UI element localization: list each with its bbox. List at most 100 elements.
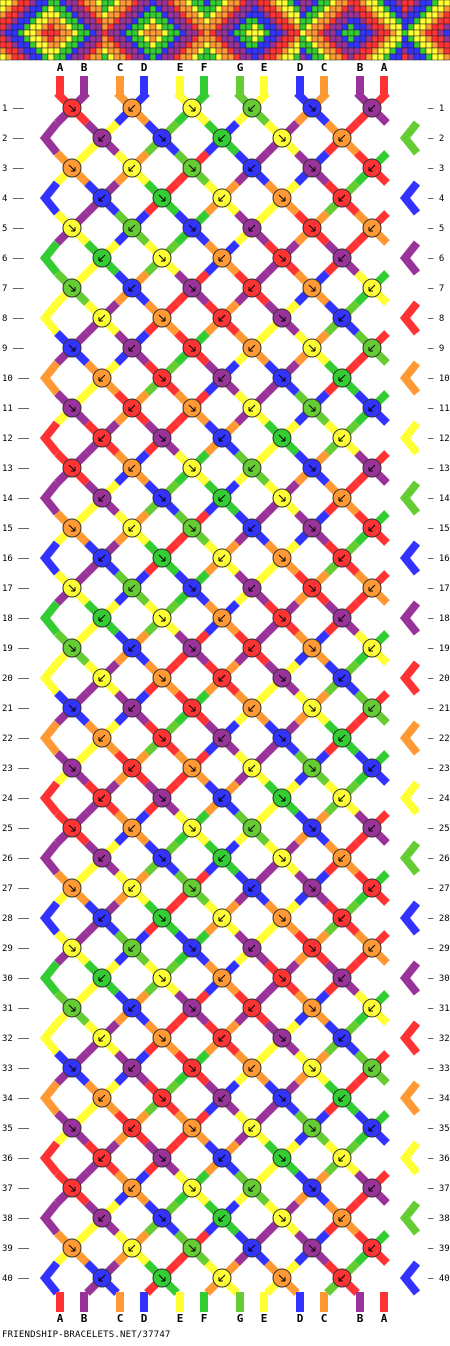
preview-cell xyxy=(35,41,43,49)
string-label-top: C xyxy=(321,61,328,74)
preview-cell xyxy=(83,35,91,43)
knot-arrow-icon xyxy=(338,434,346,442)
preview-cell xyxy=(71,53,79,61)
preview-cell xyxy=(149,35,157,43)
preview-cell xyxy=(269,23,277,31)
preview-cell xyxy=(83,5,91,13)
preview-cell xyxy=(41,29,49,37)
knot-arrow-icon xyxy=(188,284,196,292)
preview-cell xyxy=(215,5,223,13)
row-number-left: 24 —— xyxy=(2,794,30,804)
preview-cell xyxy=(419,17,427,25)
preview-cell xyxy=(419,35,427,43)
preview-cell xyxy=(299,0,307,7)
knot-arrow-icon xyxy=(188,224,196,232)
preview-cell xyxy=(179,47,187,55)
footer-credit[interactable]: FRIENDSHIP-BRACELETS.NET/37747 xyxy=(2,1330,171,1340)
preview-cell xyxy=(101,23,109,31)
preview-cell xyxy=(419,23,427,31)
preview-cell xyxy=(329,0,337,7)
string-stub-bottom xyxy=(200,1292,208,1312)
preview-cell xyxy=(53,0,61,7)
preview-cell xyxy=(383,17,391,25)
preview-cell xyxy=(203,29,211,37)
preview-cell xyxy=(347,23,355,31)
row-number-right: — 34 xyxy=(428,1094,450,1104)
preview-cell xyxy=(359,35,367,43)
preview-cell xyxy=(11,47,19,55)
preview-cell xyxy=(47,0,55,7)
preview-cell xyxy=(131,29,139,37)
knot-arrow-icon xyxy=(98,854,106,862)
knot-arrow-icon xyxy=(158,1154,166,1162)
knot-arrow-icon xyxy=(308,704,316,712)
preview-cell xyxy=(107,0,115,7)
preview-cell xyxy=(41,17,49,25)
knot-arrow-icon xyxy=(68,284,76,292)
knot-arrow-icon xyxy=(218,614,226,622)
preview-cell xyxy=(221,47,229,55)
preview-cell xyxy=(431,17,439,25)
preview-cell xyxy=(377,11,385,19)
preview-cell xyxy=(149,0,157,7)
preview-cell xyxy=(185,17,193,25)
preview-cell xyxy=(281,41,289,49)
row-number-left: 15 —— xyxy=(2,524,30,534)
knot-arrow-icon xyxy=(128,944,136,952)
preview-cell xyxy=(0,0,7,7)
knot-arrow-icon xyxy=(368,1004,376,1012)
knot-arrow-icon xyxy=(338,494,346,502)
preview-cell xyxy=(149,29,157,37)
preview-cell xyxy=(353,41,361,49)
preview-cell xyxy=(323,23,331,31)
preview-cell xyxy=(443,17,450,25)
preview-cell xyxy=(35,5,43,13)
preview-cell xyxy=(173,41,181,49)
preview-cell xyxy=(233,47,241,55)
string-stub-bottom xyxy=(356,1292,364,1312)
preview-cell xyxy=(191,0,199,7)
preview-cell xyxy=(89,53,97,61)
preview-cell xyxy=(257,5,265,13)
preview-cell xyxy=(155,0,163,7)
preview-cell xyxy=(407,47,415,55)
string-stub-top xyxy=(80,76,88,94)
preview-cell xyxy=(29,47,37,55)
knot-arrow-icon xyxy=(188,764,196,772)
knot-arrow-icon xyxy=(188,464,196,472)
knot-arrow-icon xyxy=(128,704,136,712)
edge-turn-left xyxy=(39,960,61,996)
preview-cell xyxy=(245,5,253,13)
knot-arrow-icon xyxy=(338,1274,346,1282)
preview-cell xyxy=(437,41,445,49)
preview-cell xyxy=(47,11,55,19)
preview-cell xyxy=(203,17,211,25)
preview-cell xyxy=(29,53,37,61)
preview-cell xyxy=(257,53,265,61)
preview-cell xyxy=(65,53,73,61)
preview-cell xyxy=(53,41,61,49)
preview-cell xyxy=(395,35,403,43)
row-number-left: 34 —— xyxy=(2,1094,30,1104)
preview-cell xyxy=(251,0,259,7)
preview-cell xyxy=(347,11,355,19)
preview-cell xyxy=(293,29,301,37)
preview-cell xyxy=(5,5,13,13)
preview-cell xyxy=(71,17,79,25)
preview-cell xyxy=(71,29,79,37)
preview-cell xyxy=(281,29,289,37)
preview-cell xyxy=(101,0,109,7)
preview-cell xyxy=(59,17,67,25)
preview-cell xyxy=(35,35,43,43)
knot-arrow-icon xyxy=(128,164,136,172)
string-label-top: C xyxy=(117,61,124,74)
preview-cell xyxy=(131,0,139,7)
preview-cell xyxy=(209,35,217,43)
preview-cell xyxy=(179,11,187,19)
preview-cell xyxy=(239,11,247,19)
preview-cell xyxy=(233,35,241,43)
preview-cell xyxy=(131,5,139,13)
string-label-bottom: E xyxy=(177,1312,184,1325)
preview-cell xyxy=(431,53,439,61)
preview-cell xyxy=(215,17,223,25)
